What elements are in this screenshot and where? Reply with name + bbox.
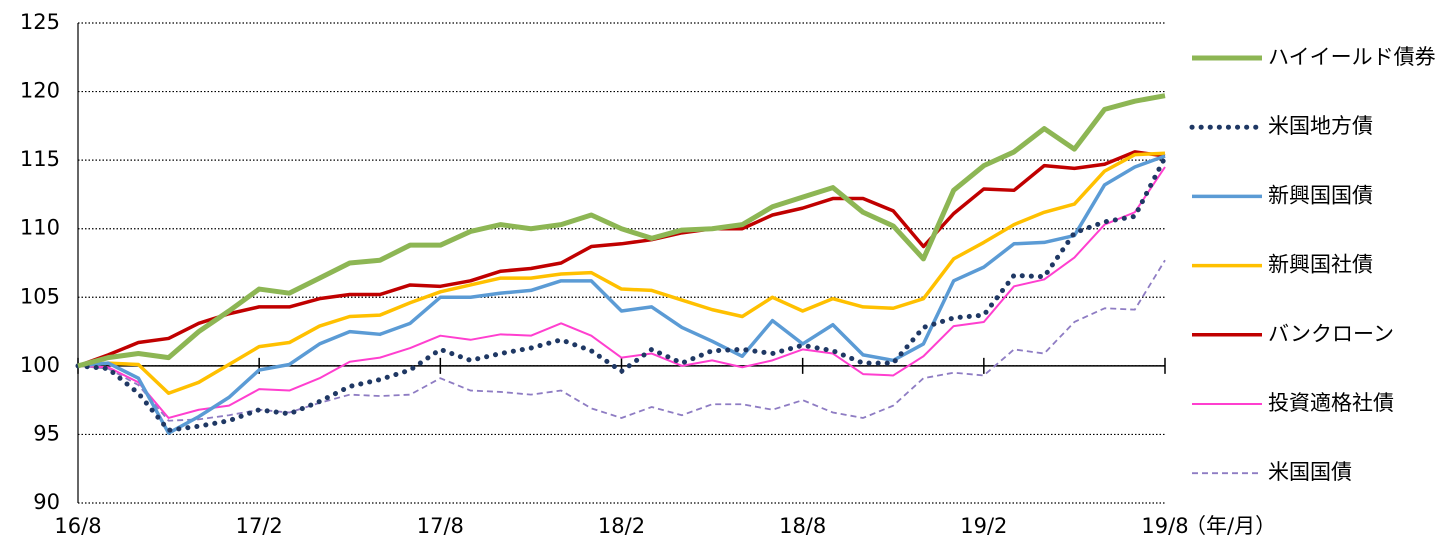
series-line — [77, 154, 1166, 435]
series-line — [77, 259, 1166, 422]
series-line — [77, 150, 1166, 368]
y-tick-label: 105 — [20, 284, 60, 308]
y-tick-label: 115 — [20, 147, 60, 171]
series-line — [77, 166, 1166, 419]
x-tick-label: 19/8 — [1141, 514, 1188, 538]
x-tick-label: 16/8 — [54, 514, 101, 538]
legend-label: 米国国債 — [1268, 460, 1352, 484]
y-tick-label: 95 — [33, 421, 60, 445]
series-line — [77, 151, 1166, 396]
x-tick-label: 18/2 — [598, 514, 645, 538]
y-tick-label: 120 — [20, 79, 60, 103]
x-tick-label: 17/2 — [236, 514, 283, 538]
legend-label: ハイイールド債券 — [1268, 45, 1436, 69]
x-axis-unit: （年/月） — [1185, 514, 1276, 538]
legend-label: 米国地方債 — [1268, 114, 1373, 138]
x-tick-label: 19/2 — [960, 514, 1007, 538]
legend-label: 新興国国債 — [1268, 183, 1373, 207]
series-line — [75, 154, 1168, 433]
y-tick-label: 125 — [20, 10, 60, 34]
x-tick-label: 18/8 — [779, 514, 826, 538]
y-tick-label: 110 — [20, 216, 60, 240]
y-tick-label: 100 — [20, 353, 60, 377]
legend-label: 投資適格社債 — [1268, 391, 1394, 415]
legend-label: バンクローン — [1268, 322, 1394, 346]
y-tick-label: 90 — [33, 490, 60, 514]
series-line — [77, 93, 1166, 369]
legend-label: 新興国社債 — [1268, 253, 1373, 277]
x-tick-label: 17/8 — [417, 514, 464, 538]
